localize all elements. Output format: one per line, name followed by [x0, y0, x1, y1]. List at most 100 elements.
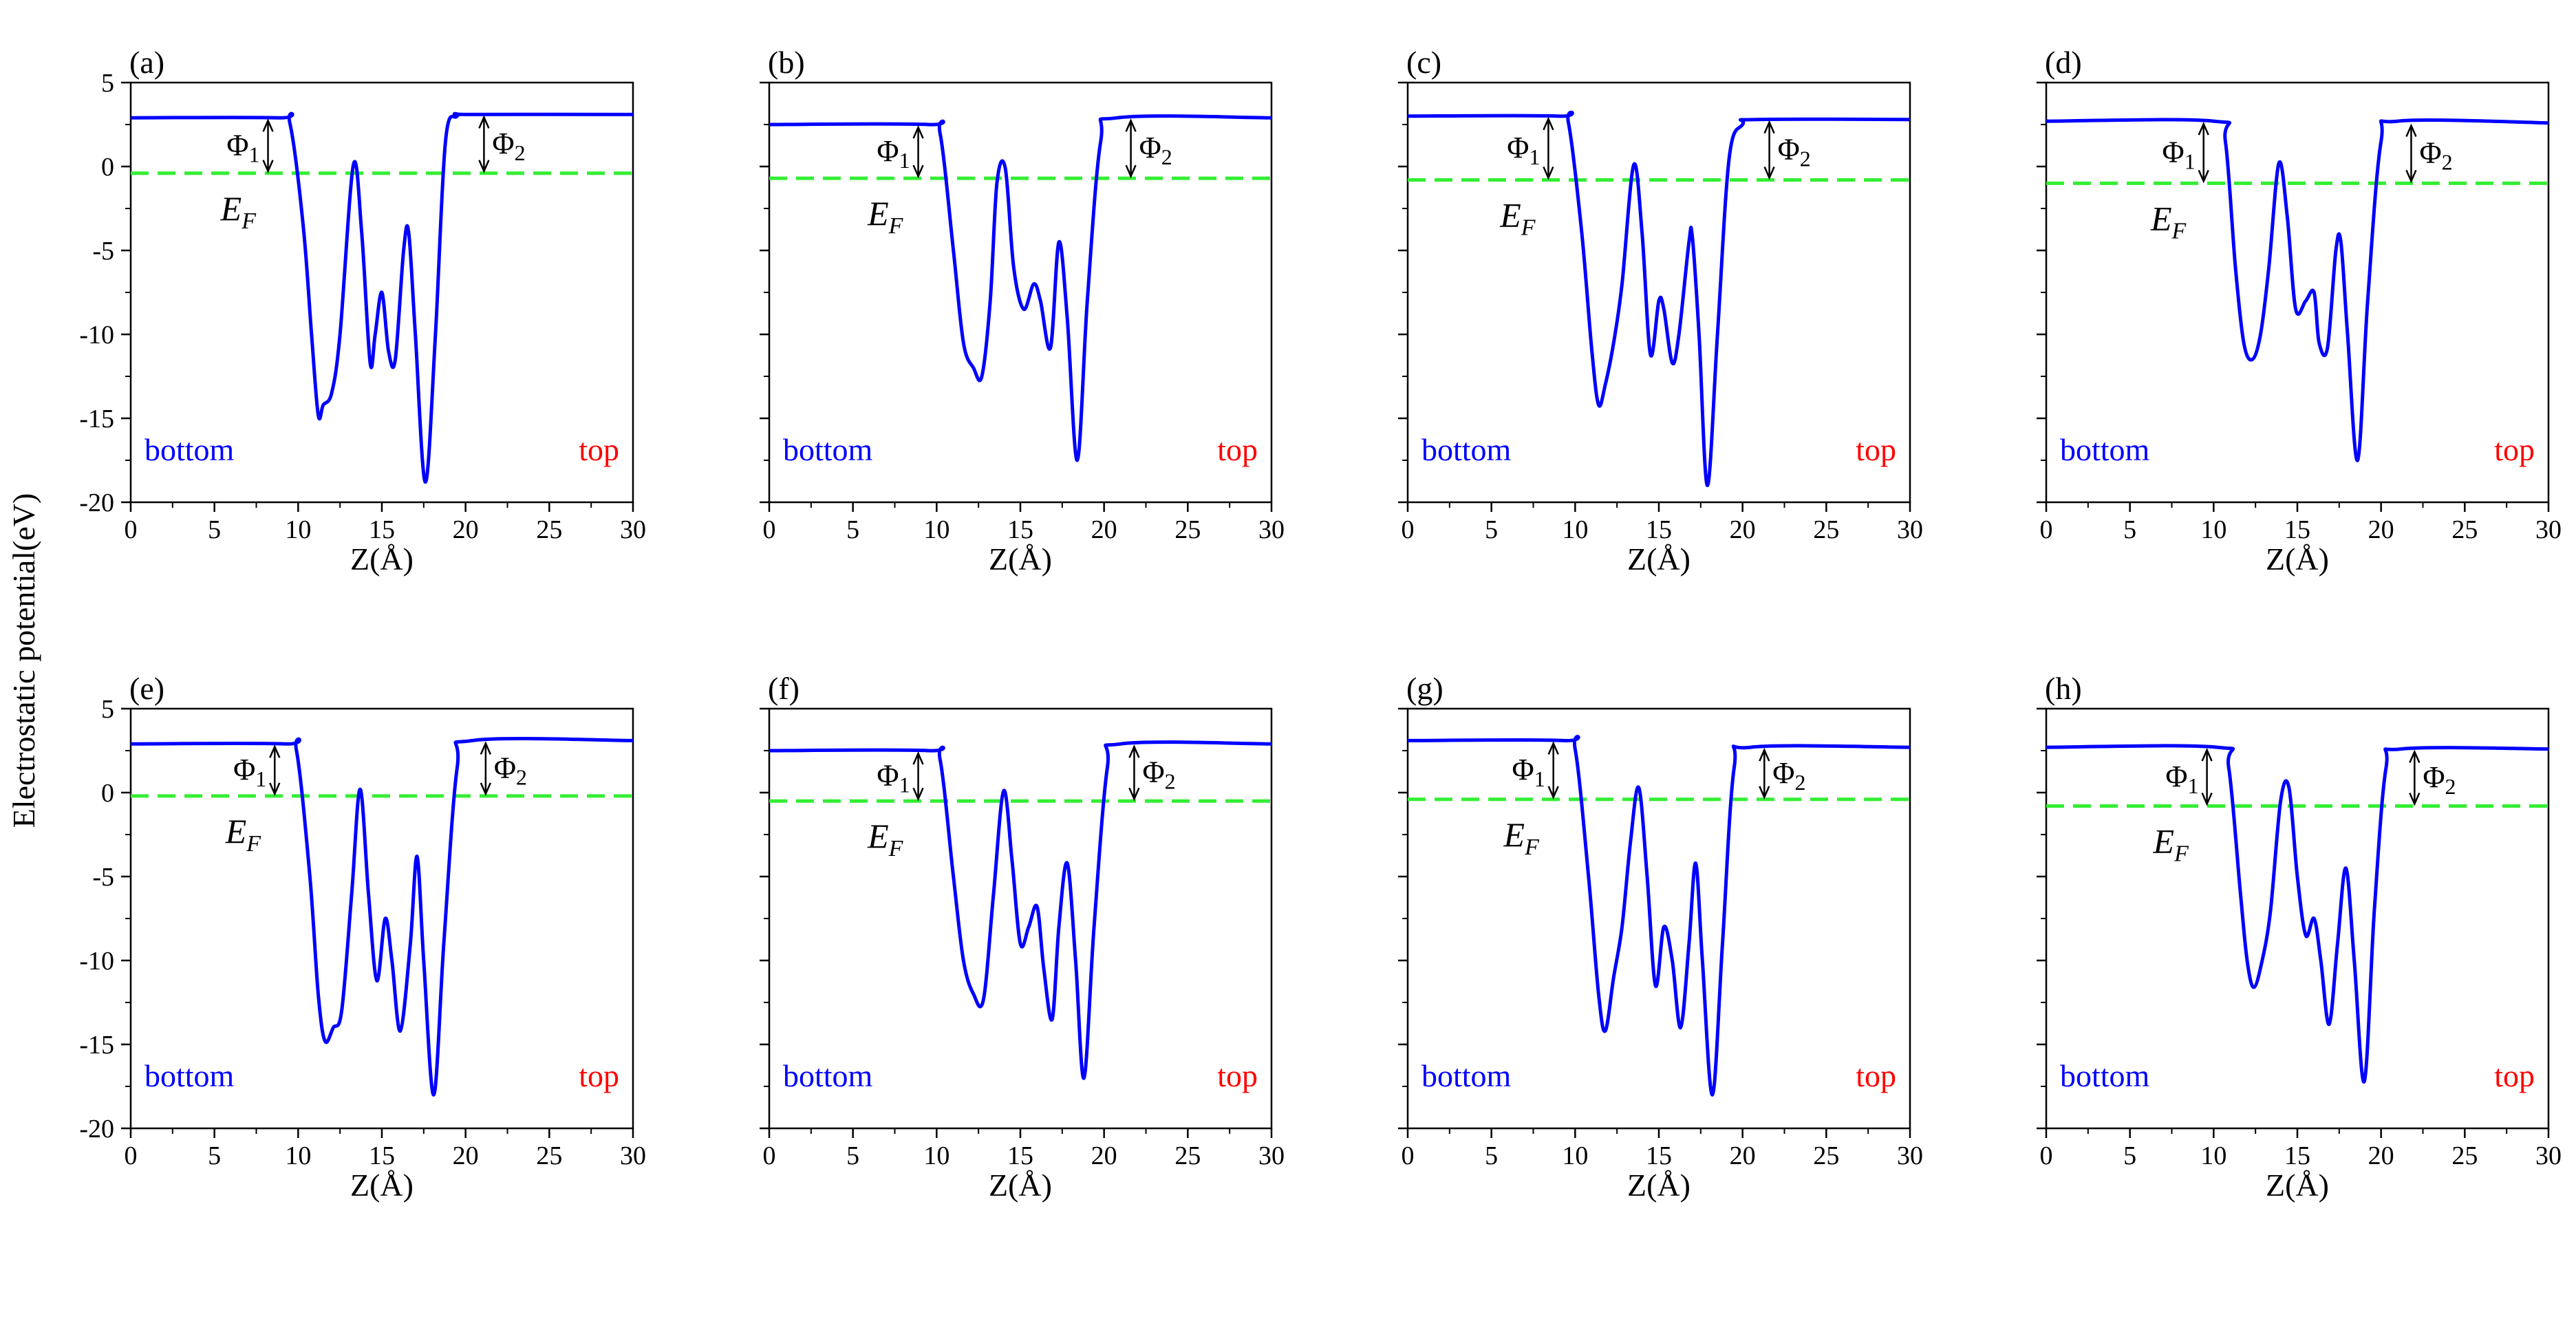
x-tick-label: 25	[1174, 1141, 1201, 1170]
phi2-label: Φ2	[494, 751, 527, 790]
panel-g: 0 5 10 15 20 25 30 Z(Å) (g) Φ1 Φ2 EF bottom top	[1398, 671, 1923, 1203]
x-axis-title: Z(Å)	[1627, 1168, 1690, 1203]
potential-curve	[769, 740, 1272, 1080]
x-tick-label: 5	[208, 515, 221, 544]
phi1-arrow	[1543, 116, 1554, 180]
fermi-level-label: EF	[220, 189, 257, 234]
phi1-arrow	[2201, 748, 2213, 806]
y-tick-label: -20	[79, 1115, 114, 1143]
potential-curve	[769, 114, 1272, 462]
phi2-arrow	[478, 115, 490, 173]
phi2-arrow	[2405, 123, 2417, 184]
x-tick-label: 0	[763, 515, 776, 544]
phi2-label: Φ2	[1142, 755, 1175, 794]
phi1-label: Φ1	[2162, 135, 2196, 173]
y-tick-label: -15	[79, 405, 114, 433]
x-tick-label: 30	[620, 1141, 646, 1170]
phi1-arrow	[269, 744, 281, 796]
top-label: top	[579, 1058, 619, 1093]
phi2-label: Φ2	[1139, 131, 1172, 169]
x-tick-label: 25	[1813, 515, 1839, 544]
phi1-arrow	[912, 751, 924, 802]
potential-curve	[130, 737, 634, 1097]
x-tick-label: 0	[763, 1141, 776, 1170]
x-axis-title: Z(Å)	[350, 541, 414, 577]
x-tick-label: 10	[2200, 515, 2226, 544]
phi2-arrow	[1759, 748, 1770, 799]
top-label: top	[1217, 432, 1258, 467]
x-tick-label: 30	[1258, 515, 1285, 544]
phi1-label: Φ1	[233, 753, 266, 791]
panel-label: (e)	[129, 671, 164, 706]
x-axis-title: Z(Å)	[2266, 541, 2329, 577]
phi2-arrow	[2409, 749, 2421, 806]
fermi-level-label: EF	[1499, 196, 1536, 241]
x-tick-label: 15	[1646, 515, 1672, 544]
panel-label: (b)	[768, 45, 805, 80]
panel-c: 0 5 10 15 20 25 30 Z(Å) (c) Φ1 Φ2 EF bottom top	[1398, 45, 1923, 577]
fermi-level-label: EF	[867, 194, 904, 239]
panel-label: (c)	[1406, 45, 1441, 80]
panel-label: (a)	[129, 45, 164, 80]
bottom-label: bottom	[783, 432, 873, 467]
top-label: top	[579, 432, 619, 467]
fermi-level-label: EF	[225, 812, 262, 857]
y-tick-label: -15	[79, 1031, 114, 1060]
x-tick-label: 15	[1007, 1141, 1033, 1170]
x-tick-label: 10	[1562, 515, 1588, 544]
fermi-level-label: EF	[2153, 822, 2190, 867]
x-tick-label: 25	[1174, 515, 1201, 544]
phi1-arrow	[262, 118, 274, 173]
panel-f: 0 5 10 15 20 25 30 Z(Å) (f) Φ1 Φ2 EF bottom top	[760, 671, 1285, 1203]
x-tick-label: 30	[2535, 1141, 2562, 1170]
top-label: top	[1856, 432, 1896, 467]
phi1-label: Φ1	[226, 129, 259, 167]
x-tick-label: 5	[1485, 1141, 1498, 1170]
x-tick-label: 30	[2535, 515, 2562, 544]
x-axis-title: Z(Å)	[350, 1168, 414, 1203]
top-label: top	[1217, 1058, 1258, 1093]
bottom-label: bottom	[2060, 432, 2150, 467]
x-tick-label: 5	[2123, 1141, 2136, 1170]
x-tick-label: 5	[208, 1141, 221, 1170]
y-tick-label: -5	[92, 237, 114, 266]
x-tick-label: 5	[2123, 515, 2136, 544]
potential-curve	[2046, 744, 2549, 1084]
x-tick-label: 20	[1730, 1141, 1756, 1170]
phi2-arrow	[480, 741, 492, 796]
x-tick-label: 0	[2040, 1141, 2053, 1170]
phi2-arrow	[1125, 118, 1137, 179]
x-tick-label: 15	[369, 515, 395, 544]
x-tick-label: 30	[620, 515, 646, 544]
panel-e: 0 5 10 15 20 25 30 5 0 -5 -10 -15 -20 Z(Å) (e) Φ1 Φ2 EF bo…	[79, 671, 646, 1203]
top-label: top	[2494, 432, 2535, 467]
x-axis-title: Z(Å)	[989, 541, 1052, 577]
x-tick-label: 10	[1562, 1141, 1588, 1170]
phi1-arrow	[2198, 122, 2209, 184]
x-tick-label: 20	[453, 1141, 479, 1170]
potential-curve	[2046, 118, 2549, 462]
x-tick-label: 10	[923, 1141, 949, 1170]
panel-label: (h)	[2045, 671, 2082, 706]
phi1-label: Φ1	[1507, 131, 1540, 169]
x-tick-label: 0	[125, 515, 138, 544]
x-axis-title: Z(Å)	[2266, 1168, 2329, 1203]
panel-b: 0 5 10 15 20 25 30 Z(Å) (b) Φ1 Φ2 EF bottom top	[760, 45, 1285, 577]
fermi-level-label: EF	[2150, 199, 2187, 244]
x-tick-label: 0	[2040, 515, 2053, 544]
fermi-level-label: EF	[867, 817, 904, 861]
phi2-arrow	[1128, 744, 1140, 802]
potential-curve	[1407, 110, 1911, 488]
x-tick-label: 30	[1897, 515, 1923, 544]
x-tick-label: 0	[1402, 515, 1415, 544]
panel-h: 0 5 10 15 20 25 30 Z(Å) (h) Φ1 Φ2 EF bottom top	[2037, 671, 2562, 1203]
panel-label: (d)	[2045, 45, 2082, 80]
x-tick-label: 0	[125, 1141, 138, 1170]
x-axis-title: Z(Å)	[989, 1168, 1052, 1203]
x-tick-label: 5	[1485, 515, 1498, 544]
x-tick-label: 25	[2451, 1141, 2478, 1170]
y-tick-label: 5	[101, 69, 114, 98]
x-tick-label: 20	[2368, 515, 2394, 544]
x-tick-label: 25	[536, 1141, 562, 1170]
